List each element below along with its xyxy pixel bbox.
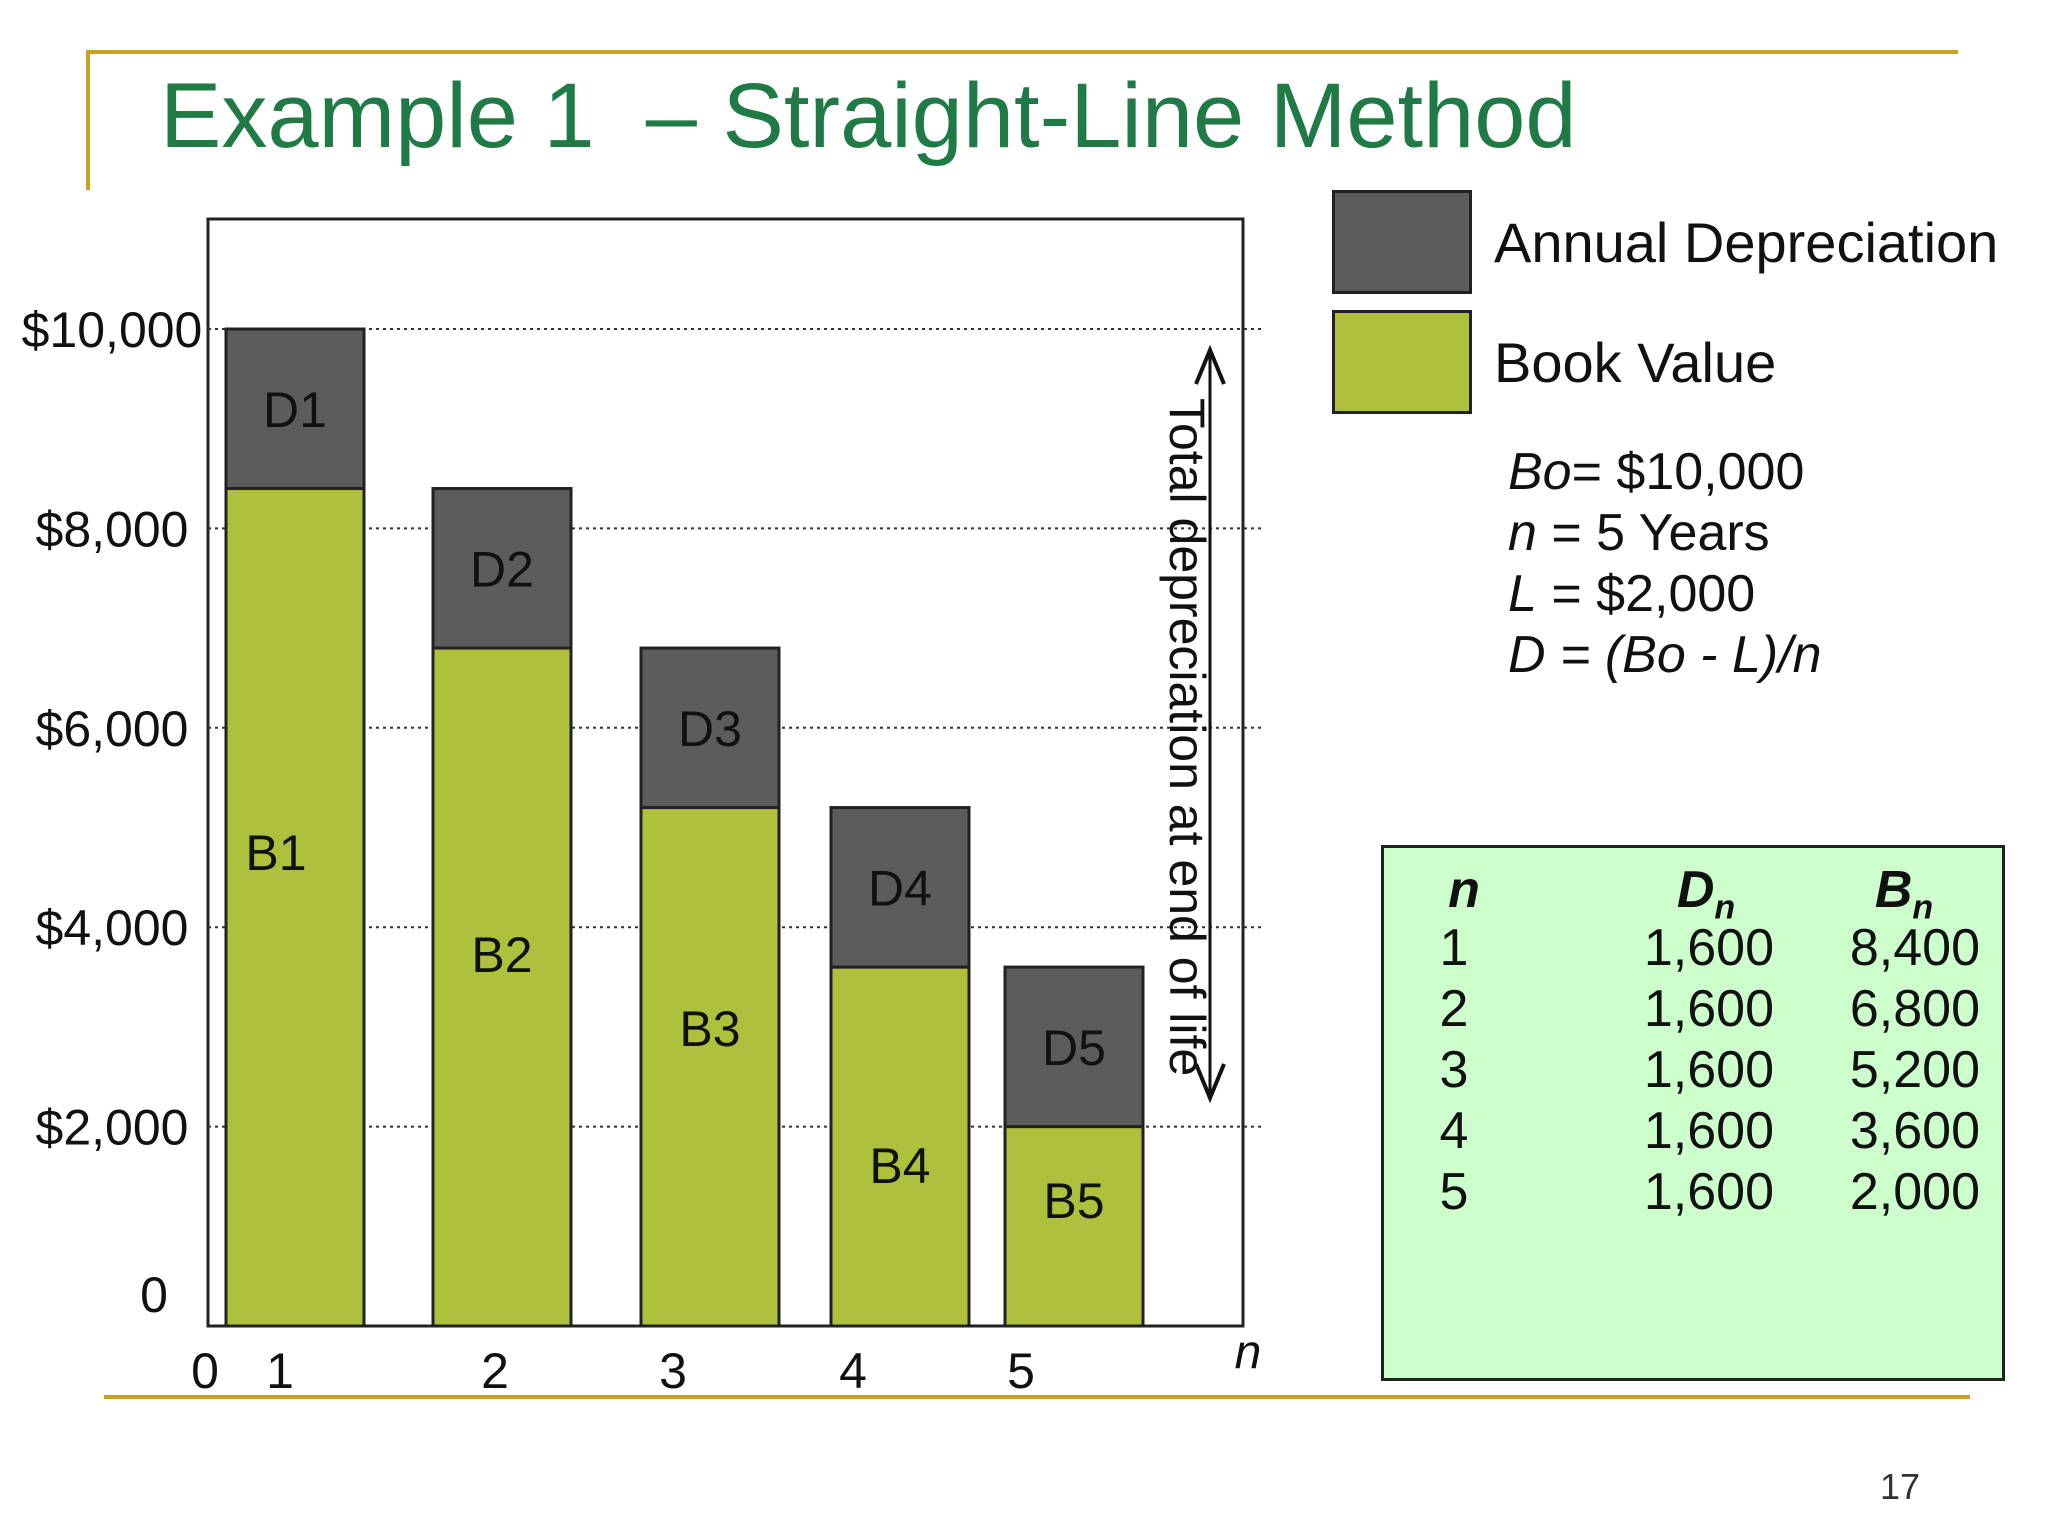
page-number: 17 (1880, 1466, 1921, 1507)
table-cell-bn: 2,000 (1849, 1163, 1980, 1221)
annotation-arrow-head-up (1194, 344, 1226, 385)
bar-book-value (431, 646, 573, 1328)
top-rule (86, 50, 1958, 54)
bottom-rule (104, 1395, 1970, 1399)
bar-label-book-value: B4 (869, 1138, 930, 1194)
table-cell-bn: 5,200 (1849, 1041, 1980, 1099)
bar-depreciation (1003, 965, 1145, 1129)
table-cell-n: 2 (1439, 980, 1469, 1038)
table-cell-dn: 1,600 (1643, 1163, 1774, 1221)
bar-label-book-value: B1 (245, 825, 306, 881)
bar-label-book-value: B3 (679, 1001, 740, 1057)
bar-book-value (639, 806, 781, 1328)
bar-book-value (224, 487, 366, 1328)
bar-depreciation (829, 806, 971, 969)
left-rule (86, 50, 90, 190)
y-tick-label: $2,000 (36, 1100, 189, 1156)
table-header-n: n (1448, 861, 1480, 919)
table-header-dn: Dn (1676, 861, 1736, 927)
bar-label-depreciation: D3 (678, 701, 742, 757)
bar-book-value (829, 965, 971, 1328)
table-cell-dn: 1,600 (1643, 1102, 1774, 1160)
x-tick-label: 0 (191, 1343, 219, 1399)
slide-title: Example 1 – Straight-Line Method (160, 65, 1577, 167)
table-cell-dn: 1,600 (1643, 980, 1774, 1038)
param-bo: Bo= $10,000 (1508, 443, 1805, 501)
table-header-bn: Bn (1874, 861, 1934, 927)
bar-label-depreciation: D5 (1042, 1020, 1106, 1076)
x-axis-label: n (1235, 1326, 1262, 1379)
y-tick-label: $6,000 (36, 701, 189, 757)
table-cell-n: 3 (1439, 1041, 1469, 1099)
param-d-formula: D = (Bo - L)/n (1508, 626, 1822, 684)
annotation-arrow-head-down (1194, 1063, 1226, 1104)
bar-label-depreciation: D2 (470, 541, 534, 597)
table-cell-bn: 3,600 (1849, 1102, 1980, 1160)
bar-depreciation (639, 646, 781, 810)
legend-annual-depreciation: Annual Depreciation (1332, 190, 1998, 294)
x-tick-label: 1 (266, 1343, 294, 1399)
x-tick-label: 4 (839, 1343, 867, 1399)
param-n: n = 5 Years (1508, 504, 1770, 562)
annotation-total-depreciation: Total depreciation at end of life (1159, 398, 1215, 1076)
y-tick-label: $8,000 (36, 501, 189, 557)
legend-label-depreciation: Annual Depreciation (1494, 210, 1999, 274)
table-cell-dn: 1,600 (1643, 919, 1774, 977)
table-cell-dn: 1,600 (1643, 1041, 1774, 1099)
legend-label-book-value: Book Value (1494, 330, 1777, 394)
bar-label-book-value: B2 (471, 927, 532, 983)
y-tick-label: 0 (140, 1267, 168, 1323)
bar-book-value (1003, 1125, 1145, 1328)
bar-depreciation (224, 327, 366, 491)
x-tick-label: 5 (1007, 1343, 1035, 1399)
x-tick-label: 2 (481, 1343, 509, 1399)
depreciation-table: n Dn Bn 1 1,600 8,400 2 1,600 6,800 3 1,600 5,20… (1381, 845, 2005, 1381)
x-tick-label: 3 (659, 1343, 687, 1399)
table-cell-n: 4 (1439, 1102, 1469, 1160)
legend-swatch-book-value (1332, 310, 1472, 414)
parameters-block: Bo= $10,000 n = 5 Years L = $2,000 D = (… (1508, 442, 1822, 686)
bar-label-depreciation: D4 (868, 860, 932, 916)
bar-label-depreciation: D1 (263, 382, 327, 438)
bar-depreciation (431, 487, 573, 650)
table-cell-bn: 8,400 (1849, 919, 1980, 977)
table-cell-n: 1 (1439, 919, 1469, 977)
param-l: L = $2,000 (1508, 565, 1756, 623)
table-cell-n: 5 (1439, 1163, 1469, 1221)
y-tick-label: $4,000 (36, 900, 189, 956)
bar-label-book-value: B5 (1043, 1173, 1104, 1229)
legend-book-value: Book Value (1332, 310, 1776, 414)
y-tick-label: $10,000 (22, 302, 203, 358)
legend-swatch-depreciation (1332, 190, 1472, 294)
table-cell-bn: 6,800 (1849, 980, 1980, 1038)
